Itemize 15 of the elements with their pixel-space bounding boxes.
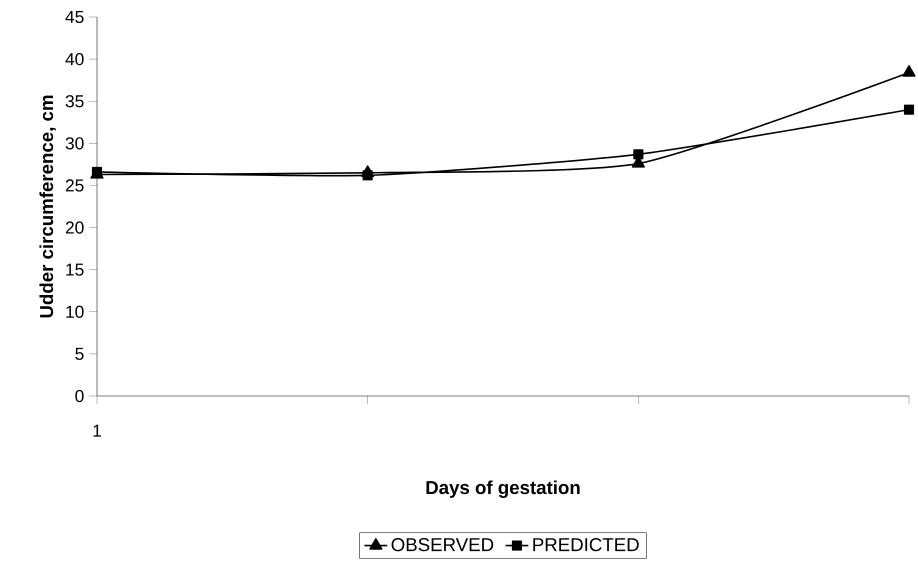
legend-label: PREDICTED — [533, 538, 639, 552]
y-tick-label: 5 — [75, 348, 84, 360]
y-tick-label: 30 — [66, 137, 84, 150]
y-tick-label: 0 — [75, 390, 84, 402]
y-tick-label: 35 — [66, 95, 84, 108]
x-axis-title: Days of gestation — [426, 480, 580, 498]
x-tick-label: 1 — [94, 424, 101, 437]
y-tick-label: 40 — [65, 52, 84, 66]
legend-label: OBSERVED — [392, 538, 494, 552]
y-tick-label: 20 — [66, 221, 84, 234]
y-axis-title: Udder circumference, cm — [39, 96, 56, 318]
y-tick-label: 45 — [65, 10, 84, 24]
y-tick-label: 25 — [66, 179, 84, 192]
y-tick-label: 15 — [66, 264, 84, 276]
y-tick-label: 10 — [66, 306, 84, 318]
